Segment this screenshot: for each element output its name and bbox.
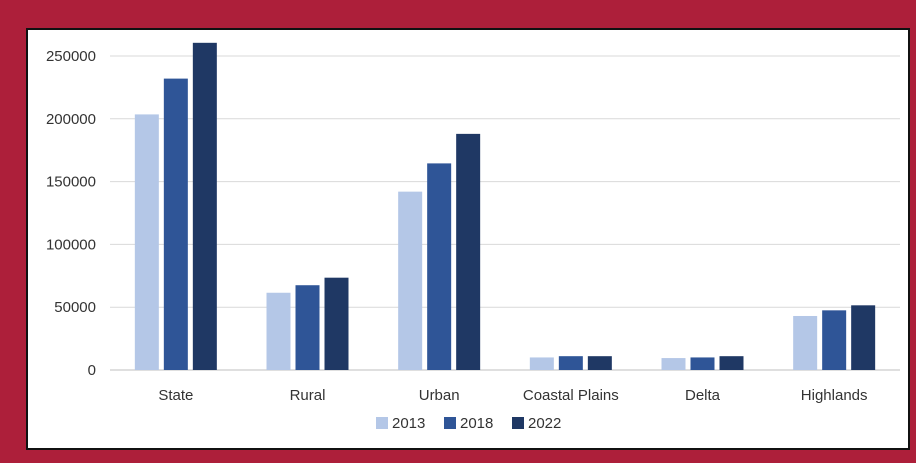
x-category-label: State	[158, 387, 193, 404]
y-tick-label: 100000	[46, 236, 96, 253]
bar-2022-highlands	[851, 305, 876, 370]
bar-2013-rural	[266, 292, 291, 370]
y-axis: 0 50000 100000 150000 200000 250000	[46, 48, 96, 379]
bar-2018-highlands	[822, 310, 847, 370]
bar-2018-delta	[690, 357, 715, 370]
x-axis: State Rural Urban Coastal Plains Delta Highla…	[158, 387, 867, 404]
gridlines	[110, 55, 900, 371]
x-category-label: Rural	[290, 387, 326, 404]
bar-2013-coastal-plains	[529, 357, 554, 370]
bar-chart: 0 50000 100000 150000 200000 250000 State Rura…	[46, 42, 900, 432]
y-tick-label: 150000	[46, 174, 96, 191]
bar-2022-state	[192, 42, 217, 370]
bar-2022-urban	[456, 133, 481, 370]
legend-label: 2013	[392, 415, 425, 432]
legend: 2013 2018 2022	[376, 415, 561, 432]
bar-2018-rural	[295, 285, 320, 370]
legend-swatch-2013	[376, 417, 388, 429]
bar-2013-highlands	[793, 315, 818, 370]
legend-swatch-2018	[444, 417, 456, 429]
x-category-label: Delta	[685, 387, 721, 404]
bar-2013-state	[134, 114, 159, 371]
bar-2022-coastal-plains	[587, 356, 612, 370]
legend-swatch-2022	[512, 417, 524, 429]
bars	[134, 42, 876, 371]
legend-label: 2022	[528, 415, 561, 432]
chart-panel: 0 50000 100000 150000 200000 250000 State Rura…	[26, 28, 910, 450]
bar-2018-urban	[427, 163, 452, 370]
bar-2018-state	[163, 78, 188, 370]
x-category-label: Highlands	[801, 387, 868, 404]
y-tick-label: 50000	[54, 299, 96, 316]
legend-label: 2018	[460, 415, 493, 432]
bar-2013-urban	[398, 191, 423, 370]
x-category-label: Coastal Plains	[523, 387, 619, 404]
bar-2022-delta	[719, 356, 744, 370]
y-tick-label: 250000	[46, 48, 96, 65]
y-tick-label: 0	[88, 362, 96, 379]
y-tick-label: 200000	[46, 111, 96, 128]
bar-2013-delta	[661, 358, 686, 370]
bar-2022-rural	[324, 277, 349, 370]
bar-2018-coastal-plains	[558, 356, 583, 370]
x-category-label: Urban	[419, 387, 460, 404]
